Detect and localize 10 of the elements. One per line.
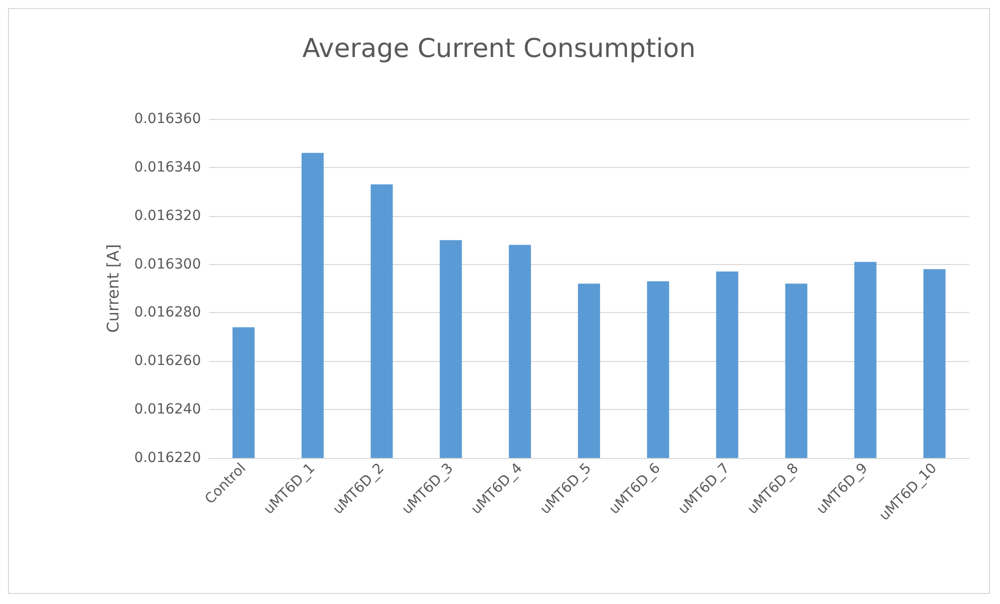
chart-title: Average Current Consumption <box>302 34 696 64</box>
y-tick-label: 0.016320 <box>134 208 201 224</box>
y-tick-label: 0.016260 <box>134 353 201 370</box>
y-tick-label: 0.016280 <box>134 304 201 321</box>
y-axis-title: Current [A] <box>104 244 122 333</box>
y-tick-label: 0.016220 <box>134 450 201 466</box>
y-tick-label: 0.016300 <box>134 256 201 272</box>
y-tick-label: 0.016340 <box>134 159 201 176</box>
y-tick-label: 0.016240 <box>134 402 201 418</box>
y-tick-label: 0.016360 <box>134 111 201 127</box>
